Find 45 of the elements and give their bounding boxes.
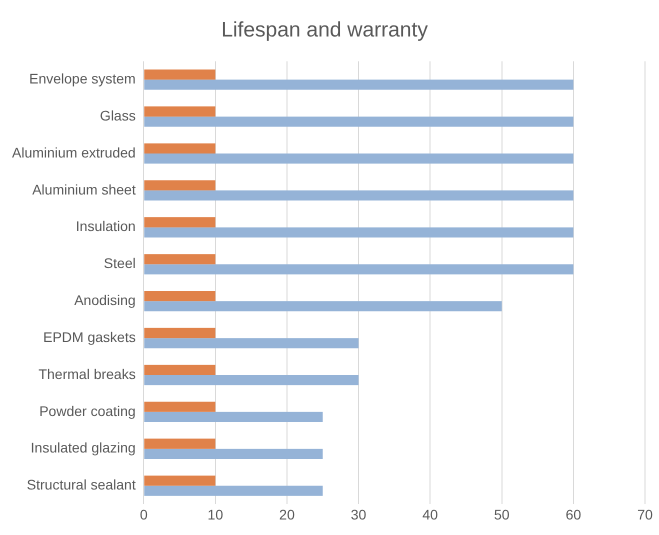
y-tick-label: Aluminium sheet [32,181,136,198]
x-tick-label: 70 [637,506,653,522]
bar [144,301,502,312]
bar [144,254,216,264]
y-tick-label: Anodising [74,292,136,308]
bar [144,328,216,338]
bar [144,106,216,117]
bar [144,338,359,348]
y-tick-label: Insulated glazing [30,440,136,456]
x-tick-label: 50 [494,506,510,522]
x-tick-label: 30 [350,506,367,522]
y-tick-label: Structural sealant [26,476,136,493]
y-tick-label: Aluminium extruded [12,144,136,160]
bar [144,143,216,154]
y-tick-label: Thermal breaks [38,366,136,382]
x-tick-label: 20 [279,506,295,522]
bar [144,412,323,422]
bar [144,227,574,238]
y-tick-label: EPDM gaskets [43,328,136,345]
bar [144,264,574,274]
y-tick-label: Glass [100,107,136,124]
x-tick-label: 0 [140,506,148,522]
y-tick-label: Insulation [76,218,136,234]
bar [144,374,359,386]
bar [144,364,216,375]
chart-title: Lifespan and warranty [221,18,428,42]
x-tick-label: 60 [566,506,582,522]
bar [144,116,574,127]
bar [144,448,323,459]
bar [144,153,574,164]
bar [144,438,216,449]
bar [144,402,216,412]
y-tick-label: Powder coating [39,402,136,419]
bar [144,217,216,228]
bar [144,486,323,496]
y-tick-label: Envelope system [29,70,136,87]
x-tick-label: 10 [208,506,224,522]
bar [144,180,216,190]
y-tick-label: Steel [104,255,136,272]
bar [144,70,216,80]
bar [144,291,216,302]
x-tick-label: 40 [422,506,438,522]
bar [144,80,574,90]
bar [144,476,216,486]
bar [144,190,574,201]
